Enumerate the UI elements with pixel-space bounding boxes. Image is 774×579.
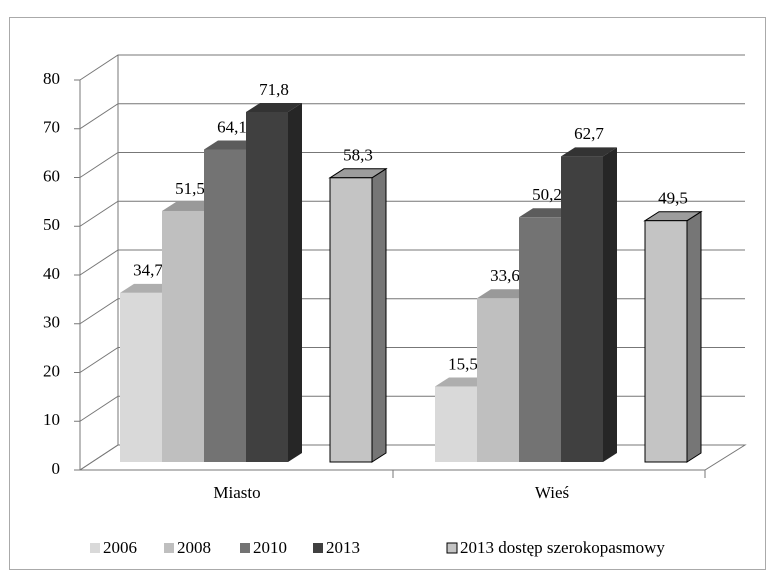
data-label: 33,6: [490, 266, 520, 285]
data-label: 62,7: [574, 124, 604, 143]
legend-swatch: [90, 543, 100, 553]
y-tick-label: 10: [43, 410, 60, 429]
y-tick-label: 80: [43, 69, 60, 88]
data-label: 50,2: [532, 185, 562, 204]
legend-label: 2013: [326, 538, 360, 557]
data-label: 71,8: [259, 80, 289, 99]
bar: [329, 177, 373, 463]
bar: [644, 220, 688, 463]
legend-label: 2006: [103, 538, 137, 557]
bar: [561, 156, 603, 462]
bar-side: [371, 167, 387, 463]
y-tick-label: 0: [52, 459, 61, 478]
data-label: 51,5: [175, 179, 205, 198]
legend-swatch: [446, 542, 458, 554]
bar-side: [603, 147, 617, 462]
bar: [162, 210, 204, 462]
y-tick-label: 20: [43, 361, 60, 380]
legend-label: 2013 dostęp szerokopasmowy: [460, 538, 665, 557]
grid-line: [79, 152, 745, 178]
y-tick-label: 30: [43, 313, 60, 332]
legend-swatch: [164, 543, 174, 553]
data-label: 15,5: [448, 354, 478, 373]
legend-swatch: [313, 543, 323, 553]
legend-label: 2010: [253, 538, 287, 557]
data-label: 34,7: [133, 261, 163, 280]
grid-line: [79, 103, 745, 130]
y-tick-label: 50: [43, 215, 60, 234]
grid-line: [79, 200, 745, 227]
y-tick-label: 60: [43, 166, 60, 185]
data-label: 58,3: [343, 146, 373, 165]
bar: [246, 111, 288, 462]
x-tick-label: Miasto: [213, 483, 260, 502]
legend-swatch: [240, 543, 250, 553]
x-tick-label: Wieś: [535, 483, 569, 502]
bar: [477, 298, 519, 462]
bar: [435, 386, 477, 462]
data-label: 64,1: [217, 117, 247, 136]
grid-line: [79, 54, 745, 81]
bar-top: [246, 102, 302, 112]
legend-label: 2008: [177, 538, 211, 557]
bar-side: [288, 102, 302, 462]
bar-top: [561, 147, 617, 157]
bar: [204, 149, 246, 462]
y-tick-label: 70: [43, 118, 60, 137]
data-label: 49,5: [658, 189, 688, 208]
bar: [120, 292, 162, 462]
bar-side: [686, 210, 702, 463]
y-tick-label: 40: [43, 264, 60, 283]
bar: [519, 217, 561, 462]
